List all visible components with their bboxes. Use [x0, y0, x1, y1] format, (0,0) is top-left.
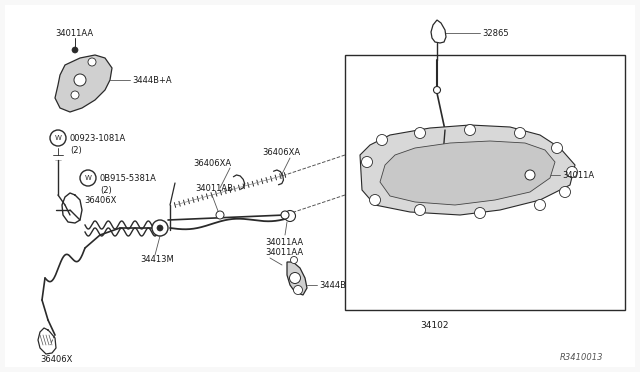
- Circle shape: [415, 128, 426, 138]
- Text: 3444B: 3444B: [319, 280, 346, 289]
- Polygon shape: [431, 20, 446, 43]
- Polygon shape: [287, 262, 307, 295]
- Text: 34011AA: 34011AA: [265, 247, 303, 257]
- Text: 0B915-5381A: 0B915-5381A: [100, 173, 157, 183]
- Text: 36406XA: 36406XA: [193, 158, 231, 167]
- Text: W: W: [84, 175, 92, 181]
- Text: (2): (2): [100, 186, 112, 195]
- Circle shape: [291, 257, 298, 263]
- Text: 32865: 32865: [482, 29, 509, 38]
- Text: 34011AA: 34011AA: [55, 29, 93, 38]
- Circle shape: [552, 142, 563, 154]
- Circle shape: [285, 211, 296, 221]
- Circle shape: [281, 211, 289, 219]
- Circle shape: [88, 58, 96, 66]
- Circle shape: [71, 91, 79, 99]
- Text: 34011A: 34011A: [562, 170, 594, 180]
- Circle shape: [80, 170, 96, 186]
- Text: 36406X: 36406X: [40, 356, 72, 365]
- Text: 36406X: 36406X: [84, 196, 116, 205]
- Circle shape: [157, 225, 163, 231]
- Text: 00923-1081A: 00923-1081A: [70, 134, 126, 142]
- Circle shape: [534, 199, 545, 211]
- Circle shape: [152, 220, 168, 236]
- Circle shape: [376, 135, 387, 145]
- Text: R3410013: R3410013: [560, 353, 604, 362]
- Text: 36406XA: 36406XA: [262, 148, 300, 157]
- Circle shape: [525, 170, 535, 180]
- Circle shape: [474, 208, 486, 218]
- Bar: [345, 55, 625, 310]
- Text: (2): (2): [70, 145, 82, 154]
- Polygon shape: [380, 141, 555, 205]
- Circle shape: [433, 87, 440, 93]
- Polygon shape: [55, 55, 112, 112]
- Circle shape: [216, 211, 224, 219]
- Circle shape: [74, 74, 86, 86]
- Circle shape: [50, 130, 66, 146]
- Text: W: W: [54, 135, 61, 141]
- Circle shape: [566, 167, 577, 177]
- Circle shape: [465, 125, 476, 135]
- Circle shape: [415, 205, 426, 215]
- Circle shape: [72, 47, 78, 53]
- Circle shape: [369, 195, 381, 205]
- Text: 34413M: 34413M: [140, 256, 173, 264]
- Polygon shape: [360, 125, 575, 215]
- Circle shape: [515, 128, 525, 138]
- Text: 34102: 34102: [420, 321, 449, 330]
- Circle shape: [294, 285, 303, 295]
- Text: 3444B+A: 3444B+A: [132, 76, 172, 84]
- Circle shape: [559, 186, 570, 198]
- Text: 34011AB: 34011AB: [195, 183, 233, 192]
- Text: 34011AA: 34011AA: [265, 237, 303, 247]
- Circle shape: [289, 273, 301, 283]
- Circle shape: [362, 157, 372, 167]
